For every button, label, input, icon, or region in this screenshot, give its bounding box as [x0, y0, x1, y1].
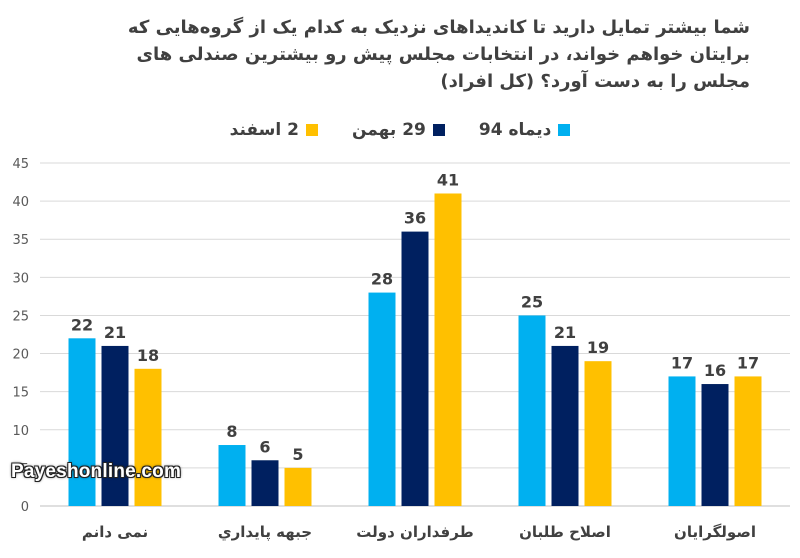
bars	[68, 193, 762, 506]
legend-item-2-esfand: 2 اسفند	[230, 120, 318, 140]
data-label: 5	[292, 445, 303, 464]
legend-swatch-2-esfand	[305, 124, 318, 136]
data-label: 6	[259, 437, 270, 456]
y-tick-label: 15	[12, 386, 29, 401]
data-label: 16	[704, 361, 726, 380]
data-label: 21	[554, 323, 576, 342]
bar	[284, 467, 312, 506]
bar	[701, 384, 729, 506]
bar	[134, 368, 162, 506]
bar	[68, 338, 96, 506]
legend-label-29-bahman: 29 بهمن	[351, 120, 426, 140]
data-labels: 22 21 18 8 6 5 28 36 41 25 21 19 17 16 17	[71, 170, 759, 463]
bar	[401, 231, 429, 506]
bar	[734, 376, 762, 506]
bar	[518, 315, 546, 506]
y-tick-label: 30	[12, 271, 29, 286]
data-label: 18	[137, 346, 159, 365]
data-label: 17	[671, 353, 693, 372]
y-tick-label: 35	[12, 233, 29, 248]
y-tick-label: 45	[12, 157, 29, 172]
legend-label-dey-94: دیماه 94	[478, 120, 552, 140]
y-tick-label: 20	[12, 348, 29, 363]
data-label: 28	[371, 270, 393, 289]
data-label: 8	[226, 422, 237, 441]
data-label: 17	[737, 353, 759, 372]
bar	[551, 345, 579, 506]
x-category-label: نمی دانم	[82, 523, 148, 541]
x-category-label: طرفداران دولت	[356, 523, 473, 541]
title-line-1: شما بیشتر تمایل دارید تا کاندیداهای نزدی…	[127, 17, 750, 38]
watermark: Payeshonline.com	[11, 461, 182, 482]
bar	[101, 345, 129, 506]
bar	[251, 460, 279, 506]
chart-title: شما بیشتر تمایل دارید تا کاندیداهای نزدی…	[60, 14, 750, 95]
y-tick-label: 25	[12, 309, 29, 324]
legend-swatch-dey-94	[558, 124, 571, 136]
x-category-label: اصلاح طلبان	[519, 523, 611, 541]
legend: دیماه 94 29 بهمن 2 اسفند	[0, 120, 800, 140]
y-tick-label: 40	[12, 195, 29, 210]
data-label: 41	[437, 170, 459, 189]
y-axis-ticks: 0 5 10 15 20 25 30 35 40 45	[12, 157, 29, 515]
title-line-2: برایتان خواهم خواند، در انتخابات مجلس پی…	[136, 44, 750, 65]
data-label: 22	[71, 315, 93, 334]
bar	[218, 445, 246, 506]
x-category-label: اصولگرايان	[674, 523, 756, 541]
legend-swatch-29-bahman	[432, 124, 445, 136]
legend-item-dey-94: دیماه 94	[479, 120, 571, 140]
data-label: 21	[104, 323, 126, 342]
bar	[668, 376, 696, 506]
y-tick-label: 10	[12, 424, 29, 439]
legend-label-2-esfand: 2 اسفند	[229, 120, 299, 140]
y-tick-label: 5	[21, 462, 29, 477]
data-label: 19	[587, 338, 609, 357]
bar	[434, 193, 462, 506]
data-label: 36	[404, 209, 426, 228]
data-label: 25	[521, 292, 543, 311]
x-category-label: جبهه پایداري	[218, 523, 312, 542]
y-tick-label: 0	[21, 500, 29, 515]
title-line-3: مجلس را به دست آورد؟ (کل افراد)	[440, 71, 750, 92]
x-axis-categories: نمی دانم جبهه پایداري طرفداران دولت اصلاح ط…	[82, 523, 756, 542]
bar	[368, 292, 396, 506]
legend-item-29-bahman: 29 بهمن	[352, 120, 445, 140]
bar	[584, 361, 612, 506]
